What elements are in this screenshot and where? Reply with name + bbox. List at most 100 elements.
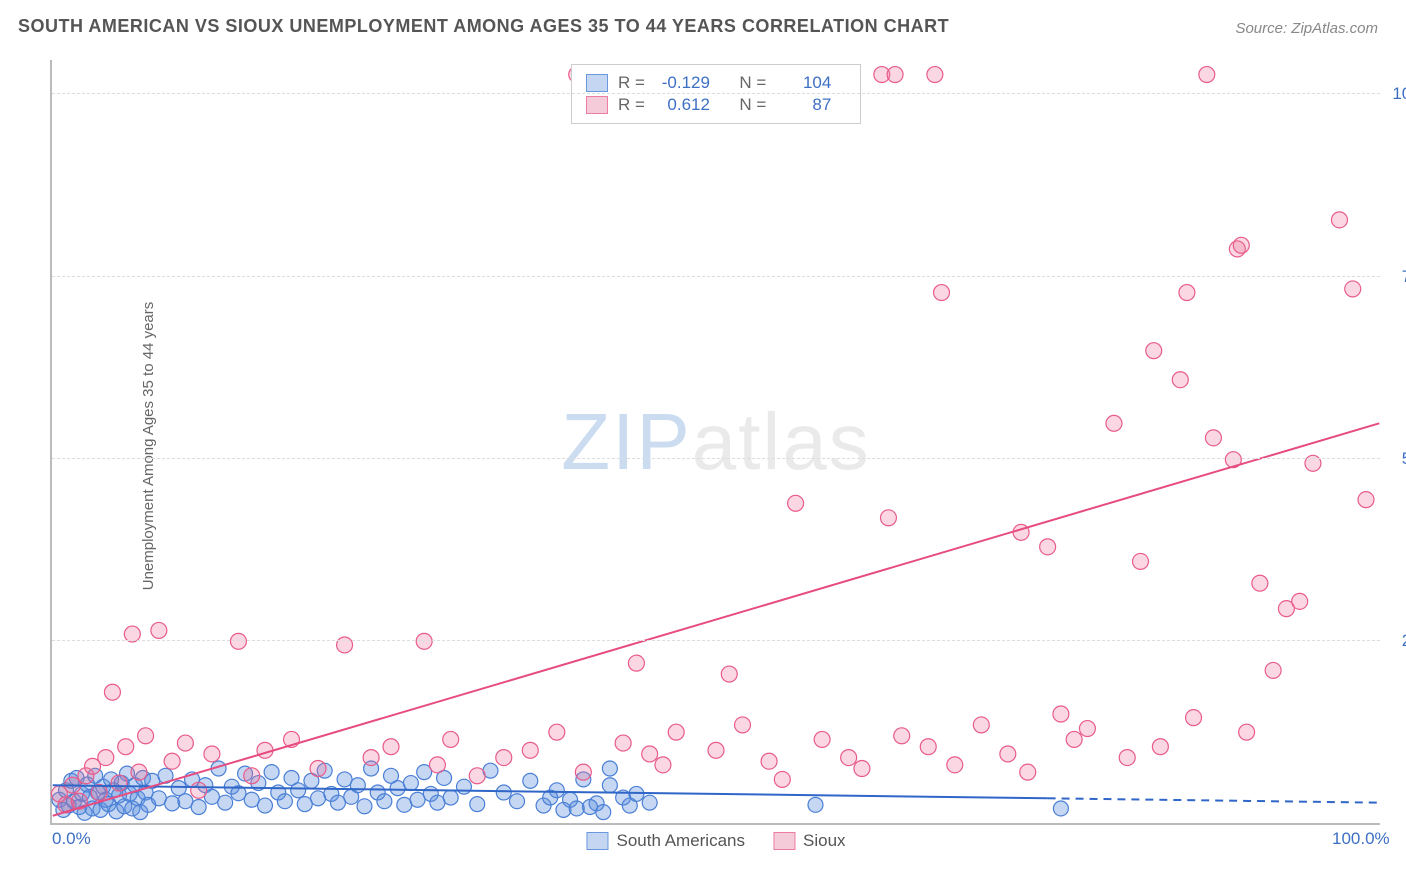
sioux-marker xyxy=(947,757,963,773)
sioux-marker xyxy=(1331,212,1347,228)
sioux-marker xyxy=(1239,724,1255,740)
sioux-marker xyxy=(1292,593,1308,609)
sioux-marker xyxy=(1000,746,1016,762)
sioux-marker xyxy=(1205,430,1221,446)
sioux-marker xyxy=(443,731,459,747)
south_americans-marker xyxy=(510,794,525,809)
sioux-marker xyxy=(1358,492,1374,508)
sioux-marker xyxy=(230,633,246,649)
south_americans-marker xyxy=(357,799,372,814)
sioux-marker xyxy=(191,782,207,798)
series-legend: South Americans Sioux xyxy=(586,831,845,851)
sioux-marker xyxy=(111,775,127,791)
sioux-marker xyxy=(244,768,260,784)
sioux-marker xyxy=(363,750,379,766)
south_americans-swatch xyxy=(586,74,608,92)
sioux-marker xyxy=(575,764,591,780)
sioux-marker xyxy=(735,717,751,733)
south_americans-marker xyxy=(622,798,637,813)
sioux-marker xyxy=(1179,285,1195,301)
sioux-marker xyxy=(1079,721,1095,737)
sioux-marker xyxy=(1106,415,1122,431)
sioux-marker xyxy=(1119,750,1135,766)
y-tick-label: 25.0% xyxy=(1402,631,1406,651)
south_americans-marker xyxy=(569,801,584,816)
sioux-marker xyxy=(383,739,399,755)
r-label: R = xyxy=(618,73,645,93)
n-label: N = xyxy=(739,73,766,93)
n-value: 87 xyxy=(776,95,831,115)
south_americans-marker xyxy=(218,795,233,810)
south_americans-marker xyxy=(258,798,273,813)
sioux-marker xyxy=(854,761,870,777)
sioux-marker xyxy=(118,739,134,755)
y-tick-label: 100.0% xyxy=(1392,84,1406,104)
sioux-marker xyxy=(496,750,512,766)
south_americans-marker xyxy=(264,765,279,780)
sioux-marker xyxy=(1066,731,1082,747)
corr-legend-row: R =0.612 N =87 xyxy=(586,95,846,115)
sioux-marker xyxy=(668,724,684,740)
south_americans-marker xyxy=(602,761,617,776)
legend-item-sioux: Sioux xyxy=(773,831,846,851)
y-tick-label: 50.0% xyxy=(1402,449,1406,469)
sioux-marker xyxy=(416,633,432,649)
legend-label: South Americans xyxy=(616,831,745,851)
sioux-marker xyxy=(721,666,737,682)
sioux-swatch-icon xyxy=(773,832,795,850)
sioux-marker xyxy=(1172,372,1188,388)
sioux-marker xyxy=(1040,539,1056,555)
south_americans-marker xyxy=(808,797,823,812)
south_americans-marker xyxy=(403,776,418,791)
sioux-marker xyxy=(522,742,538,758)
south_americans-marker xyxy=(602,778,617,793)
plot-svg xyxy=(52,60,1380,823)
south_americans-regression-line-dashed xyxy=(1048,798,1380,802)
sioux-marker xyxy=(164,753,180,769)
sioux-marker xyxy=(549,724,565,740)
sioux-marker xyxy=(934,285,950,301)
sioux-marker xyxy=(927,67,943,83)
sioux-marker xyxy=(1186,710,1202,726)
x-tick-label: 100.0% xyxy=(1332,829,1390,849)
south_americans-swatch-icon xyxy=(586,832,608,850)
sioux-marker xyxy=(310,761,326,777)
r-value: 0.612 xyxy=(655,95,710,115)
sioux-marker xyxy=(1265,662,1281,678)
sioux-marker xyxy=(887,67,903,83)
sioux-marker xyxy=(1233,237,1249,253)
sioux-marker xyxy=(655,757,671,773)
sioux-marker xyxy=(841,750,857,766)
south_americans-marker xyxy=(556,802,571,817)
sioux-marker xyxy=(920,739,936,755)
sioux-marker xyxy=(814,731,830,747)
gridline xyxy=(52,640,1380,641)
gridline xyxy=(52,458,1380,459)
south_americans-marker xyxy=(596,805,611,820)
n-label: N = xyxy=(739,95,766,115)
sioux-marker xyxy=(628,655,644,671)
south_americans-marker xyxy=(1053,801,1068,816)
south_americans-marker xyxy=(470,797,485,812)
sioux-marker xyxy=(642,746,658,762)
sioux-marker xyxy=(774,771,790,787)
sioux-marker xyxy=(973,717,989,733)
sioux-marker xyxy=(788,495,804,511)
sioux-marker xyxy=(894,728,910,744)
south_americans-marker xyxy=(456,779,471,794)
sioux-marker xyxy=(469,768,485,784)
south_americans-marker xyxy=(377,794,392,809)
legend-item-south_americans: South Americans xyxy=(586,831,745,851)
south_americans-marker xyxy=(165,796,180,811)
r-value: -0.129 xyxy=(655,73,710,93)
sioux-marker xyxy=(177,735,193,751)
sioux-marker xyxy=(880,510,896,526)
sioux-marker xyxy=(204,746,220,762)
sioux-marker xyxy=(1146,343,1162,359)
sioux-marker xyxy=(708,742,724,758)
sioux-marker xyxy=(138,728,154,744)
south_americans-marker xyxy=(496,785,511,800)
sioux-marker xyxy=(1133,553,1149,569)
sioux-marker xyxy=(1152,739,1168,755)
south_americans-marker xyxy=(291,783,306,798)
